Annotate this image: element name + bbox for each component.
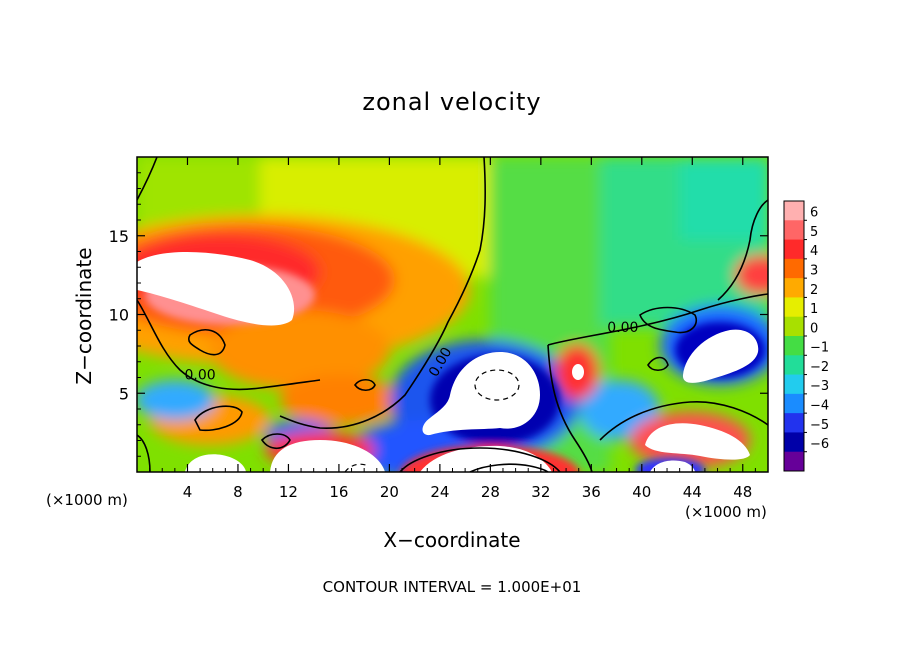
x-tick-label: 40 — [632, 483, 651, 501]
x-tick-label: 12 — [279, 483, 298, 501]
colorbar-swatch — [784, 297, 804, 318]
colorbar-label: 6 — [810, 206, 818, 221]
colorbar-label: 2 — [810, 283, 818, 298]
y-tick-label: 5 — [119, 384, 129, 403]
contour-label: 0.00 — [607, 320, 638, 336]
contour-label: 0.00 — [185, 367, 216, 383]
x-tick-label: 32 — [531, 483, 550, 501]
colorbar-label: −4 — [810, 399, 829, 414]
colorbar-label: −1 — [810, 341, 829, 356]
colorbar: 6 5 4 3 2 1 0 −1 −2 −3 −4 −5 −6 — [783, 200, 829, 472]
colorbar-swatch — [784, 316, 804, 337]
colorbar-swatch — [784, 239, 804, 260]
contour-label-group: 0.00 — [607, 320, 638, 336]
zero-contours — [137, 157, 768, 472]
x-tick-label: 44 — [683, 483, 702, 501]
velocity-field — [137, 157, 768, 472]
y-tick-label: 15 — [109, 227, 129, 246]
colorbar-swatch — [784, 393, 804, 414]
colorbar-label: −3 — [810, 379, 829, 394]
colorbar-label: 1 — [810, 302, 818, 317]
contour-interval-note: CONTOUR INTERVAL = 1.000E+01 — [322, 578, 582, 596]
colorbar-label: 0 — [810, 321, 818, 336]
colorbar-swatch — [784, 355, 804, 376]
x-tick-label: 4 — [183, 483, 193, 501]
colorbar-label: −6 — [810, 437, 829, 452]
x-tick-label: 20 — [380, 483, 399, 501]
axis-ticks — [137, 157, 768, 472]
colorbar-label: 5 — [810, 225, 818, 240]
colorbar-swatch — [784, 278, 804, 298]
x-unit-left: (×1000 m) — [46, 491, 128, 509]
y-tick-label: 10 — [109, 306, 129, 325]
x-tick-label: 24 — [430, 483, 449, 501]
x-tick-label: 36 — [582, 483, 601, 501]
colorbar-label: 3 — [810, 264, 818, 279]
x-tick-label: 48 — [733, 483, 752, 501]
colorbar-swatch — [784, 413, 804, 433]
contour-label-group: 0.00 — [185, 367, 216, 383]
colorbar-swatch — [784, 432, 804, 453]
colorbar-swatch — [784, 220, 804, 241]
contour-labels: 0.00 0.000.00 — [185, 320, 639, 383]
colorbar-swatch — [784, 201, 804, 221]
chart-title: zonal velocity — [362, 88, 542, 116]
colorbar-swatch — [784, 451, 804, 472]
colorbar-label: −5 — [810, 418, 829, 433]
colorbar-label: 4 — [810, 244, 818, 259]
colorbar-swatch — [784, 374, 804, 395]
colorbar-swatch — [784, 258, 804, 279]
x-tick-label: 16 — [329, 483, 348, 501]
x-unit-right: (×1000 m) — [685, 503, 767, 521]
x-tick-label: 8 — [233, 483, 243, 501]
colorbar-label: −2 — [810, 360, 829, 375]
negative-contours — [344, 369, 520, 472]
x-tick-label: 28 — [481, 483, 500, 501]
colorbar-swatch — [784, 336, 804, 356]
x-axis-label: X−coordinate — [383, 528, 521, 552]
